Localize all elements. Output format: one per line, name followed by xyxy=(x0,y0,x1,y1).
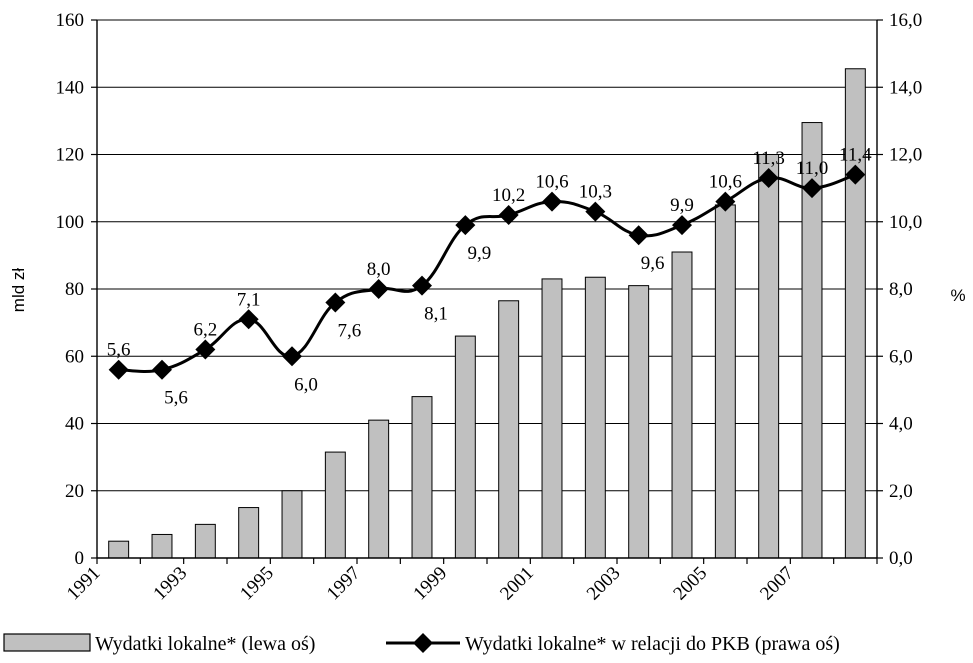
line-marker xyxy=(195,339,216,360)
x-tick-label: 1997 xyxy=(323,563,365,605)
bar xyxy=(844,68,866,559)
right-tick-label: 6,0 xyxy=(889,346,913,367)
line-path xyxy=(118,173,856,373)
line-marker xyxy=(412,275,432,296)
x-tick-label: 2007 xyxy=(756,563,798,605)
bar xyxy=(324,451,346,559)
line-marker xyxy=(672,215,692,236)
bar-series xyxy=(108,68,866,559)
legend-line-label: Wydatki lokalne* w relacji do PKB (prawa… xyxy=(465,633,840,655)
x-tick-label: 2001 xyxy=(496,563,538,605)
bar xyxy=(498,300,520,559)
left-tick-label: 140 xyxy=(56,77,85,98)
left-axis-ticks: 0 20 40 60 80 100 120 140 160 xyxy=(56,10,97,569)
gridlines xyxy=(97,19,877,492)
x-tick-label: 2003 xyxy=(583,563,625,605)
line-marker xyxy=(108,359,129,380)
right-axis-title: % xyxy=(950,286,965,305)
legend: Wydatki lokalne* (lewa oś) Wydatki lokal… xyxy=(3,633,840,655)
bar xyxy=(368,419,390,559)
line-data-label: 11,3 xyxy=(752,148,785,169)
left-tick-label: 20 xyxy=(65,481,84,502)
bar xyxy=(584,276,606,559)
bar xyxy=(628,285,650,559)
left-tick-label: 120 xyxy=(56,145,85,166)
right-tick-label: 2,0 xyxy=(889,481,913,502)
x-tick-label: 1991 xyxy=(63,563,105,605)
right-tick-label: 8,0 xyxy=(889,279,913,300)
line-marker xyxy=(325,292,346,313)
bar xyxy=(108,540,130,559)
legend-diamond-marker xyxy=(413,633,433,653)
left-tick-label: 0 xyxy=(75,548,85,569)
legend-bar-swatch xyxy=(3,633,91,652)
line-marker xyxy=(715,191,736,212)
line-data-label: 5,6 xyxy=(107,340,131,361)
line-data-label: 11,0 xyxy=(796,158,829,179)
bar xyxy=(758,154,780,559)
line-data-label: 9,6 xyxy=(641,253,665,274)
left-tick-label: 60 xyxy=(65,346,84,367)
line-data-label: 7,1 xyxy=(237,289,261,310)
bar xyxy=(238,507,260,559)
right-tick-label: 14,0 xyxy=(889,77,922,98)
line-series xyxy=(108,164,866,380)
line-data-label: 6,0 xyxy=(294,374,318,395)
line-data-label: 7,6 xyxy=(337,320,361,341)
line-marker xyxy=(152,359,172,380)
left-tick-label: 160 xyxy=(56,10,85,31)
line-data-label: 11,4 xyxy=(839,145,872,166)
bar xyxy=(281,490,303,559)
x-tick-label: 1999 xyxy=(409,563,451,605)
bar xyxy=(671,251,693,559)
line-marker xyxy=(368,279,389,299)
left-tick-label: 100 xyxy=(56,212,85,233)
line-marker xyxy=(542,191,562,212)
line-data-label: 5,6 xyxy=(164,388,188,409)
line-marker xyxy=(585,201,606,222)
line-marker xyxy=(845,164,866,185)
line-data-label: 10,6 xyxy=(535,172,568,193)
right-tick-label: 16,0 xyxy=(889,10,922,31)
x-tick-label: 2005 xyxy=(669,563,711,605)
bar xyxy=(151,533,173,559)
right-tick-label: 12,0 xyxy=(889,145,922,166)
line-data-label: 8,0 xyxy=(367,259,391,280)
line-data-label: 10,6 xyxy=(709,172,742,193)
bar xyxy=(454,335,476,559)
line-data-label: 6,2 xyxy=(193,320,217,341)
left-tick-label: 40 xyxy=(65,414,84,435)
x-tick-label: 1993 xyxy=(149,563,191,605)
line-marker xyxy=(282,346,302,367)
line-data-label: 9,9 xyxy=(467,243,491,264)
bar xyxy=(411,396,433,559)
line-marker xyxy=(238,309,259,330)
bar xyxy=(714,204,736,559)
line-marker xyxy=(498,205,519,226)
left-axis-title: mld zł xyxy=(9,268,28,313)
line-marker xyxy=(455,215,476,236)
right-tick-label: 10,0 xyxy=(889,212,922,233)
right-tick-label: 4,0 xyxy=(889,414,913,435)
left-tick-label: 80 xyxy=(65,279,84,300)
x-axis-ticks: 1991 1993 1995 1997 1999 2001 2003 2005 2007 xyxy=(63,558,878,605)
bar xyxy=(194,523,216,559)
bar xyxy=(541,278,563,559)
line-data-label: 9,9 xyxy=(670,195,694,216)
line-marker xyxy=(802,178,822,199)
line-marker xyxy=(628,225,649,246)
right-tick-label: 0,0 xyxy=(889,548,913,569)
right-axis-ticks: 0,0 2,0 4,0 6,0 8,0 10,0 12,0 14,0 16,0 xyxy=(877,10,922,569)
line-data-label: 10,3 xyxy=(579,182,612,203)
x-tick-label: 1995 xyxy=(236,563,278,605)
line-data-label: 8,1 xyxy=(424,304,448,325)
legend-bar-label: Wydatki lokalne* (lewa oś) xyxy=(95,633,315,655)
data-labels: 5,6 5,6 6,2 7,1 6,0 7,6 8,0 8,1 9,9 10,2 10,6 10,3 9… xyxy=(107,145,872,409)
line-data-label: 10,2 xyxy=(492,185,525,206)
line-marker xyxy=(758,168,779,189)
